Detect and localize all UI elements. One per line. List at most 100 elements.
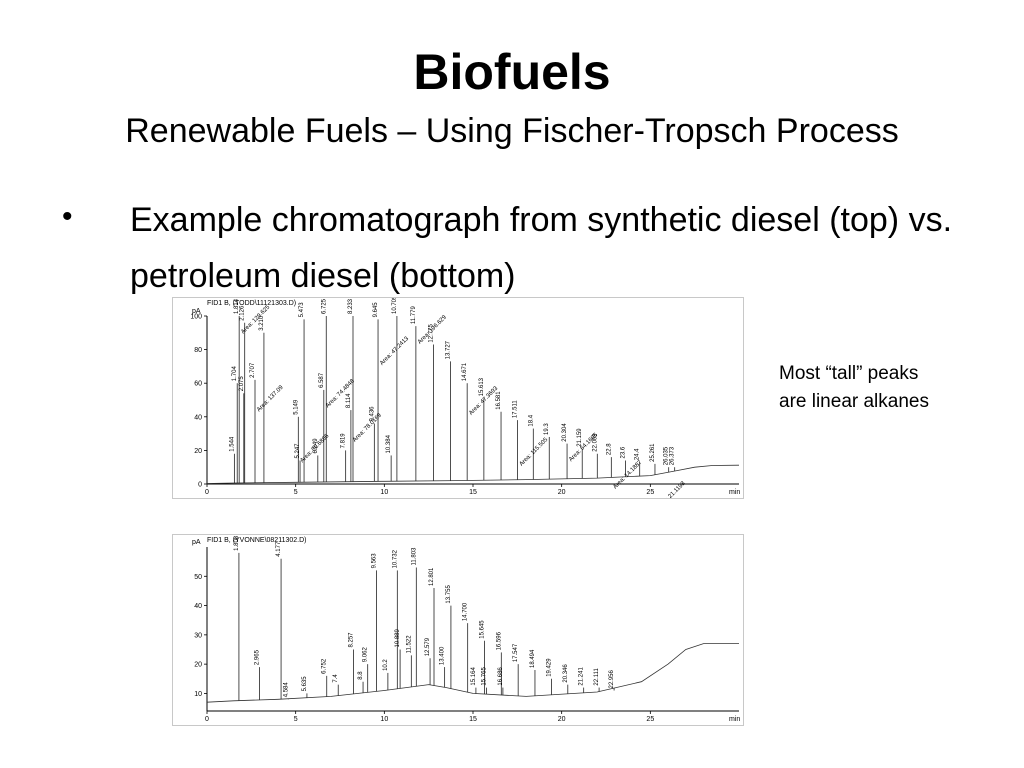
c0-xtick-label-5: 25: [646, 489, 654, 496]
c0-annotation-10: Area: 14.1887: [612, 459, 643, 490]
c1-xtick-label-0: 0: [205, 716, 209, 723]
c0-peak-label-36: 26.035: [664, 446, 670, 465]
c0-peak-label-1: 1.704: [232, 366, 238, 382]
c0-peak-label-25: 16.581: [496, 391, 502, 410]
c1-peak-label-5: 6.752: [322, 658, 328, 674]
c0-peak-label-37: 26.373: [670, 446, 676, 465]
c1-peak-label-11: 10.2: [383, 659, 389, 671]
c0-peak-label-12: 6.725: [321, 298, 327, 314]
c1-peak-label-20: 14.700: [463, 602, 469, 621]
c0-ytick-label-2: 40: [194, 414, 202, 421]
c0-peak-label-26: 17.511: [513, 400, 519, 419]
c0-annotation-5: Area: 47.2413: [379, 335, 410, 366]
c1-peak-label-29: 20.346: [563, 664, 569, 683]
c0-xtick-label-1: 5: [294, 489, 298, 496]
c1-peak-label-12: 10.732: [392, 549, 398, 568]
c0-xlabel: min: [729, 489, 740, 496]
c1-peak-label-0: 1.808: [234, 535, 240, 551]
c1-xtick-label-4: 20: [558, 716, 566, 723]
c1-peak-label-2: 4.177: [276, 541, 282, 557]
side-note: Most “tall” peaks are linear alkanes: [779, 363, 929, 412]
c0-peak-label-23: 14.671: [462, 362, 468, 381]
c0-xtick-label-0: 0: [205, 489, 209, 496]
chromatogram-petroleum-diesel: FID1 B, (YVONNE\08211302.D) pA min 10 20 30 40…: [172, 534, 744, 726]
c1-xtick-label-2: 10: [380, 716, 388, 723]
c1-peak-label-13: 10.889: [395, 628, 401, 647]
c0-peak-label-2: 1.814: [234, 298, 240, 314]
c0-annotation-1: Area: 137.09: [256, 384, 285, 413]
chromatogram-bottom-svg: FID1 B, (YVONNE\08211302.D) pA min 10 20 30 40…: [192, 535, 740, 723]
c0-annotation-8: Area: 115.505: [519, 437, 550, 468]
c1-ytick-label-1: 20: [194, 662, 202, 669]
c0-header: FID1 B, (TODD\11121303.D): [207, 300, 296, 307]
c1-ytick-label-2: 30: [194, 632, 202, 639]
c0-ylabel: pA: [192, 308, 201, 315]
c0-peak-label-13: 7.819: [341, 433, 347, 449]
c1-ytick-label-3: 40: [194, 603, 202, 610]
chromatogram-synthetic-diesel: FID1 B, (TODD\11121303.D) pA min 0 20 40 60 80 1…: [172, 297, 744, 499]
c0-peak-label-32: 22.8: [606, 443, 612, 455]
c0-peak-label-30: 21.159: [577, 428, 583, 447]
bullet-dot: •: [62, 200, 73, 233]
c1-peak-label-21: 15.164: [471, 667, 477, 686]
slide-subtitle: Renewable Fuels – Using Fischer-Tropsch …: [125, 112, 899, 150]
slide-title: Biofuels: [413, 44, 611, 100]
c0-peak-label-15: 8.233: [348, 298, 354, 314]
c0-peak-label-17: 9.645: [373, 302, 379, 318]
c1-ytick-label-4: 50: [194, 574, 202, 581]
c1-peak-label-30: 21.241: [579, 667, 585, 686]
c0-peak-label-18: 10.384: [386, 434, 392, 453]
c0-peak-label-4: 2.126: [240, 305, 246, 321]
c1-peak-label-7: 8.257: [348, 632, 354, 648]
c0-peak-label-16: 9.436: [369, 406, 375, 422]
c0-xtick-label-3: 15: [469, 489, 477, 496]
c0-peak-label-27: 18.4: [528, 414, 534, 426]
c0-peak-label-34: 24.4: [635, 448, 641, 460]
c0-peak-label-31: 22.009: [592, 433, 598, 452]
c0-baseline-trace: [206, 464, 740, 484]
c1-peak-label-32: 22.956: [609, 669, 615, 688]
c0-annotation-4: Area: 78.0169: [352, 412, 383, 443]
c0-peak-label-33: 23.6: [621, 446, 627, 458]
c0-peak-label-14: 8.114: [346, 393, 352, 408]
c1-peak-label-18: 13.400: [440, 646, 446, 665]
c1-peak-label-31: 22.111: [594, 667, 600, 685]
c0-peak-label-20: 11.779: [411, 306, 417, 325]
c1-peak-label-10: 9.563: [372, 553, 378, 569]
c0-ytick-label-4: 80: [194, 347, 202, 354]
c0-ytick-label-1: 20: [194, 448, 202, 455]
c1-peak-label-1: 2.965: [255, 649, 261, 665]
c0-peak-label-35: 25.261: [650, 443, 656, 462]
c1-xtick-label-1: 5: [294, 716, 298, 723]
c0-peak-label-10: 6.249: [313, 438, 319, 454]
c1-baseline-trace: [206, 643, 739, 703]
c1-xlabel: min: [729, 716, 740, 723]
c1-peak-label-27: 18.494: [530, 649, 536, 668]
c0-peak-label-22: 13.727: [445, 340, 451, 359]
c1-peak-label-28: 19.429: [547, 658, 553, 677]
c1-peak-label-26: 17.547: [513, 643, 519, 662]
c0-peak-label-5: 2.707: [250, 362, 256, 378]
c0-peak-label-29: 20.304: [562, 423, 568, 442]
c1-peak-label-14: 11.522: [406, 635, 412, 654]
c0-peak-label-8: 5.149: [293, 399, 299, 415]
c0-peak-label-11: 6.587: [319, 372, 325, 388]
c1-peak-label-22: 15.645: [479, 620, 485, 639]
c0-peak-label-3: 2.075: [239, 376, 245, 392]
c0-annotation-11: Area: 21.1193: [656, 480, 687, 498]
c1-xtick-label-5: 25: [646, 716, 654, 723]
c1-ylabel: pA: [192, 539, 201, 546]
c1-peak-label-8: 8.8: [358, 671, 364, 680]
c0-peak-label-0: 1.544: [229, 436, 235, 452]
c0-peak-label-6: 3.210: [259, 315, 265, 331]
chromatogram-top-svg: FID1 B, (TODD\11121303.D) pA min 0 20 40 60 80 1…: [190, 298, 740, 498]
c1-peak-label-15: 11.803: [411, 547, 417, 566]
c1-peak-label-24: 16.596: [496, 631, 502, 650]
c0-xtick-label-4: 20: [558, 489, 566, 496]
c0-ytick-label-5: 100: [190, 314, 202, 321]
c1-ytick-label-0: 10: [194, 691, 202, 698]
c0-peak-label-9: 5.247: [295, 443, 301, 459]
c1-peak-label-23: 15.765: [482, 667, 488, 686]
c1-peak-label-6: 7.4: [333, 674, 339, 683]
c1-header: FID1 B, (YVONNE\08211302.D): [207, 537, 306, 544]
